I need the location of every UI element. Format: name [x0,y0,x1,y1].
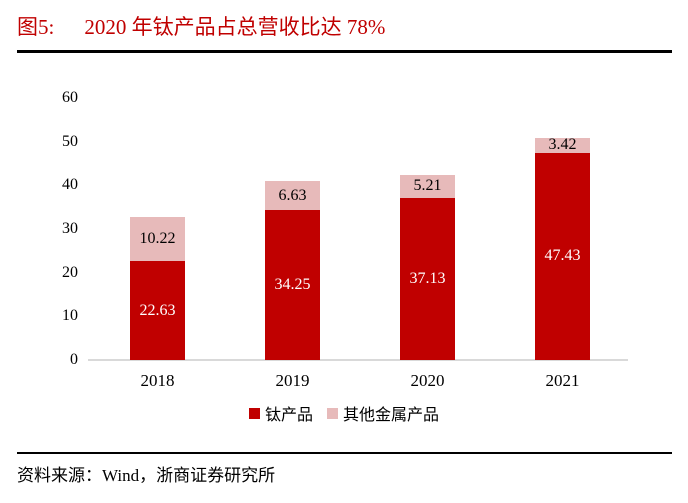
legend-swatch [327,407,338,419]
figure-title-text: 2020 年钛产品占总营收比达 78% [84,15,386,39]
bar-value-label: 6.63 [278,186,307,204]
figure-label: 图5: [17,15,55,39]
y-axis-tick-label: 0 [70,351,78,368]
title-divider [17,50,672,53]
bar-value-label: 10.22 [139,229,176,247]
y-axis-tick-label: 30 [62,220,78,237]
bar-segment: 22.63 [130,261,185,360]
figure-title: 图5: 2020 年钛产品占总营收比达 78% [17,11,385,41]
stacked-bar-chart: 0 10 20 30 40 50 60 22.63 10.22 2018 34.25 6.63 2019… [62,89,628,390]
bar-segment: 5.21 [400,175,455,198]
legend-item: 其他金属产品 [327,401,439,425]
x-axis-line [88,359,628,361]
y-axis-tick-label: 10 [62,307,78,325]
y-axis-tick-label: 40 [62,176,78,194]
x-axis-label: 2018 [140,371,175,390]
bar-value-label: 5.21 [413,177,442,195]
bar-segment: 37.13 [400,197,455,360]
chart-legend: 钛产品 其他金属产品 [0,402,688,424]
bar-segment: 6.63 [265,181,320,211]
source-note: 资料来源：Wind，浙商证券研究所 [17,461,275,486]
legend-label: 钛产品 [264,407,313,424]
x-axis-label: 2021 [545,371,580,390]
legend-label: 其他金属产品 [343,407,440,424]
bar-segment: 10.22 [130,216,185,262]
y-axis-tick-label: 60 [62,89,78,106]
bar-value-label: 34.25 [274,276,311,294]
bar-value-label: 37.13 [409,269,446,287]
x-axis-label: 2020 [410,371,445,390]
bar-segment: 47.43 [535,152,590,360]
bar-segment: 3.42 [535,136,590,154]
x-axis-label: 2019 [275,371,310,390]
y-axis-tick-label: 50 [62,132,78,150]
legend-swatch [248,407,260,419]
bar-segment: 34.25 [265,210,320,360]
bar-value-label: 3.42 [548,136,577,154]
source-text: 资料来源：Wind，浙商证券研究所 [17,466,276,485]
source-divider [17,452,672,454]
legend-item: 钛产品 [248,401,313,425]
bar-value-label: 47.43 [544,247,581,265]
y-axis-tick-label: 20 [62,263,78,281]
bar-value-label: 22.63 [139,301,176,319]
